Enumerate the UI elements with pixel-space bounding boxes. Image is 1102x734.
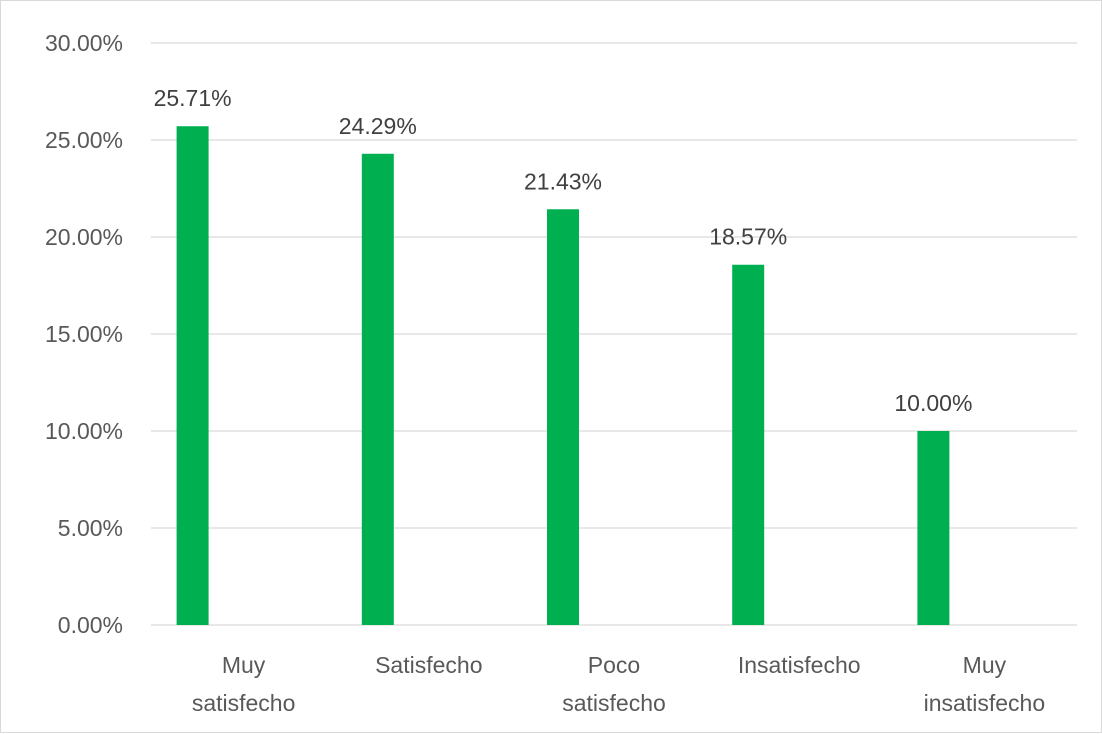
category-label: Satisfecho	[375, 652, 482, 678]
bar	[547, 209, 579, 625]
y-tick-label: 10.00%	[45, 418, 123, 444]
category-label: Muy	[963, 652, 1007, 678]
y-tick-label: 25.00%	[45, 127, 123, 153]
x-axis-categories: Muy satisfecho Satisfecho Poco satisfecho Ins…	[192, 652, 1045, 716]
y-axis-ticks: 0.00% 5.00% 10.00% 15.00% 20.00% 25.00% 30.00%	[45, 30, 123, 638]
category-label: satisfecho	[192, 690, 296, 716]
y-tick-label: 20.00%	[45, 224, 123, 250]
bars	[176, 126, 950, 626]
category-label: Muy	[222, 652, 266, 678]
gridlines	[151, 42, 1077, 626]
category-label: Insatisfecho	[738, 652, 861, 678]
data-label: 18.57%	[709, 224, 787, 250]
category-label: satisfecho	[562, 690, 666, 716]
data-label: 10.00%	[894, 390, 972, 416]
y-tick-label: 30.00%	[45, 30, 123, 56]
bar	[917, 431, 950, 625]
category-label: Poco	[588, 652, 640, 678]
category-label: insatisfecho	[924, 690, 1045, 716]
y-tick-label: 5.00%	[58, 515, 123, 541]
bar	[361, 153, 394, 626]
data-label: 25.71%	[154, 85, 232, 111]
data-labels: 25.71% 24.29% 21.43% 18.57% 10.00%	[154, 85, 973, 416]
data-label: 21.43%	[524, 168, 602, 194]
bar	[176, 126, 209, 625]
y-tick-label: 15.00%	[45, 321, 123, 347]
bar	[732, 264, 765, 625]
y-tick-label: 0.00%	[58, 612, 123, 638]
data-label: 24.29%	[339, 113, 417, 139]
